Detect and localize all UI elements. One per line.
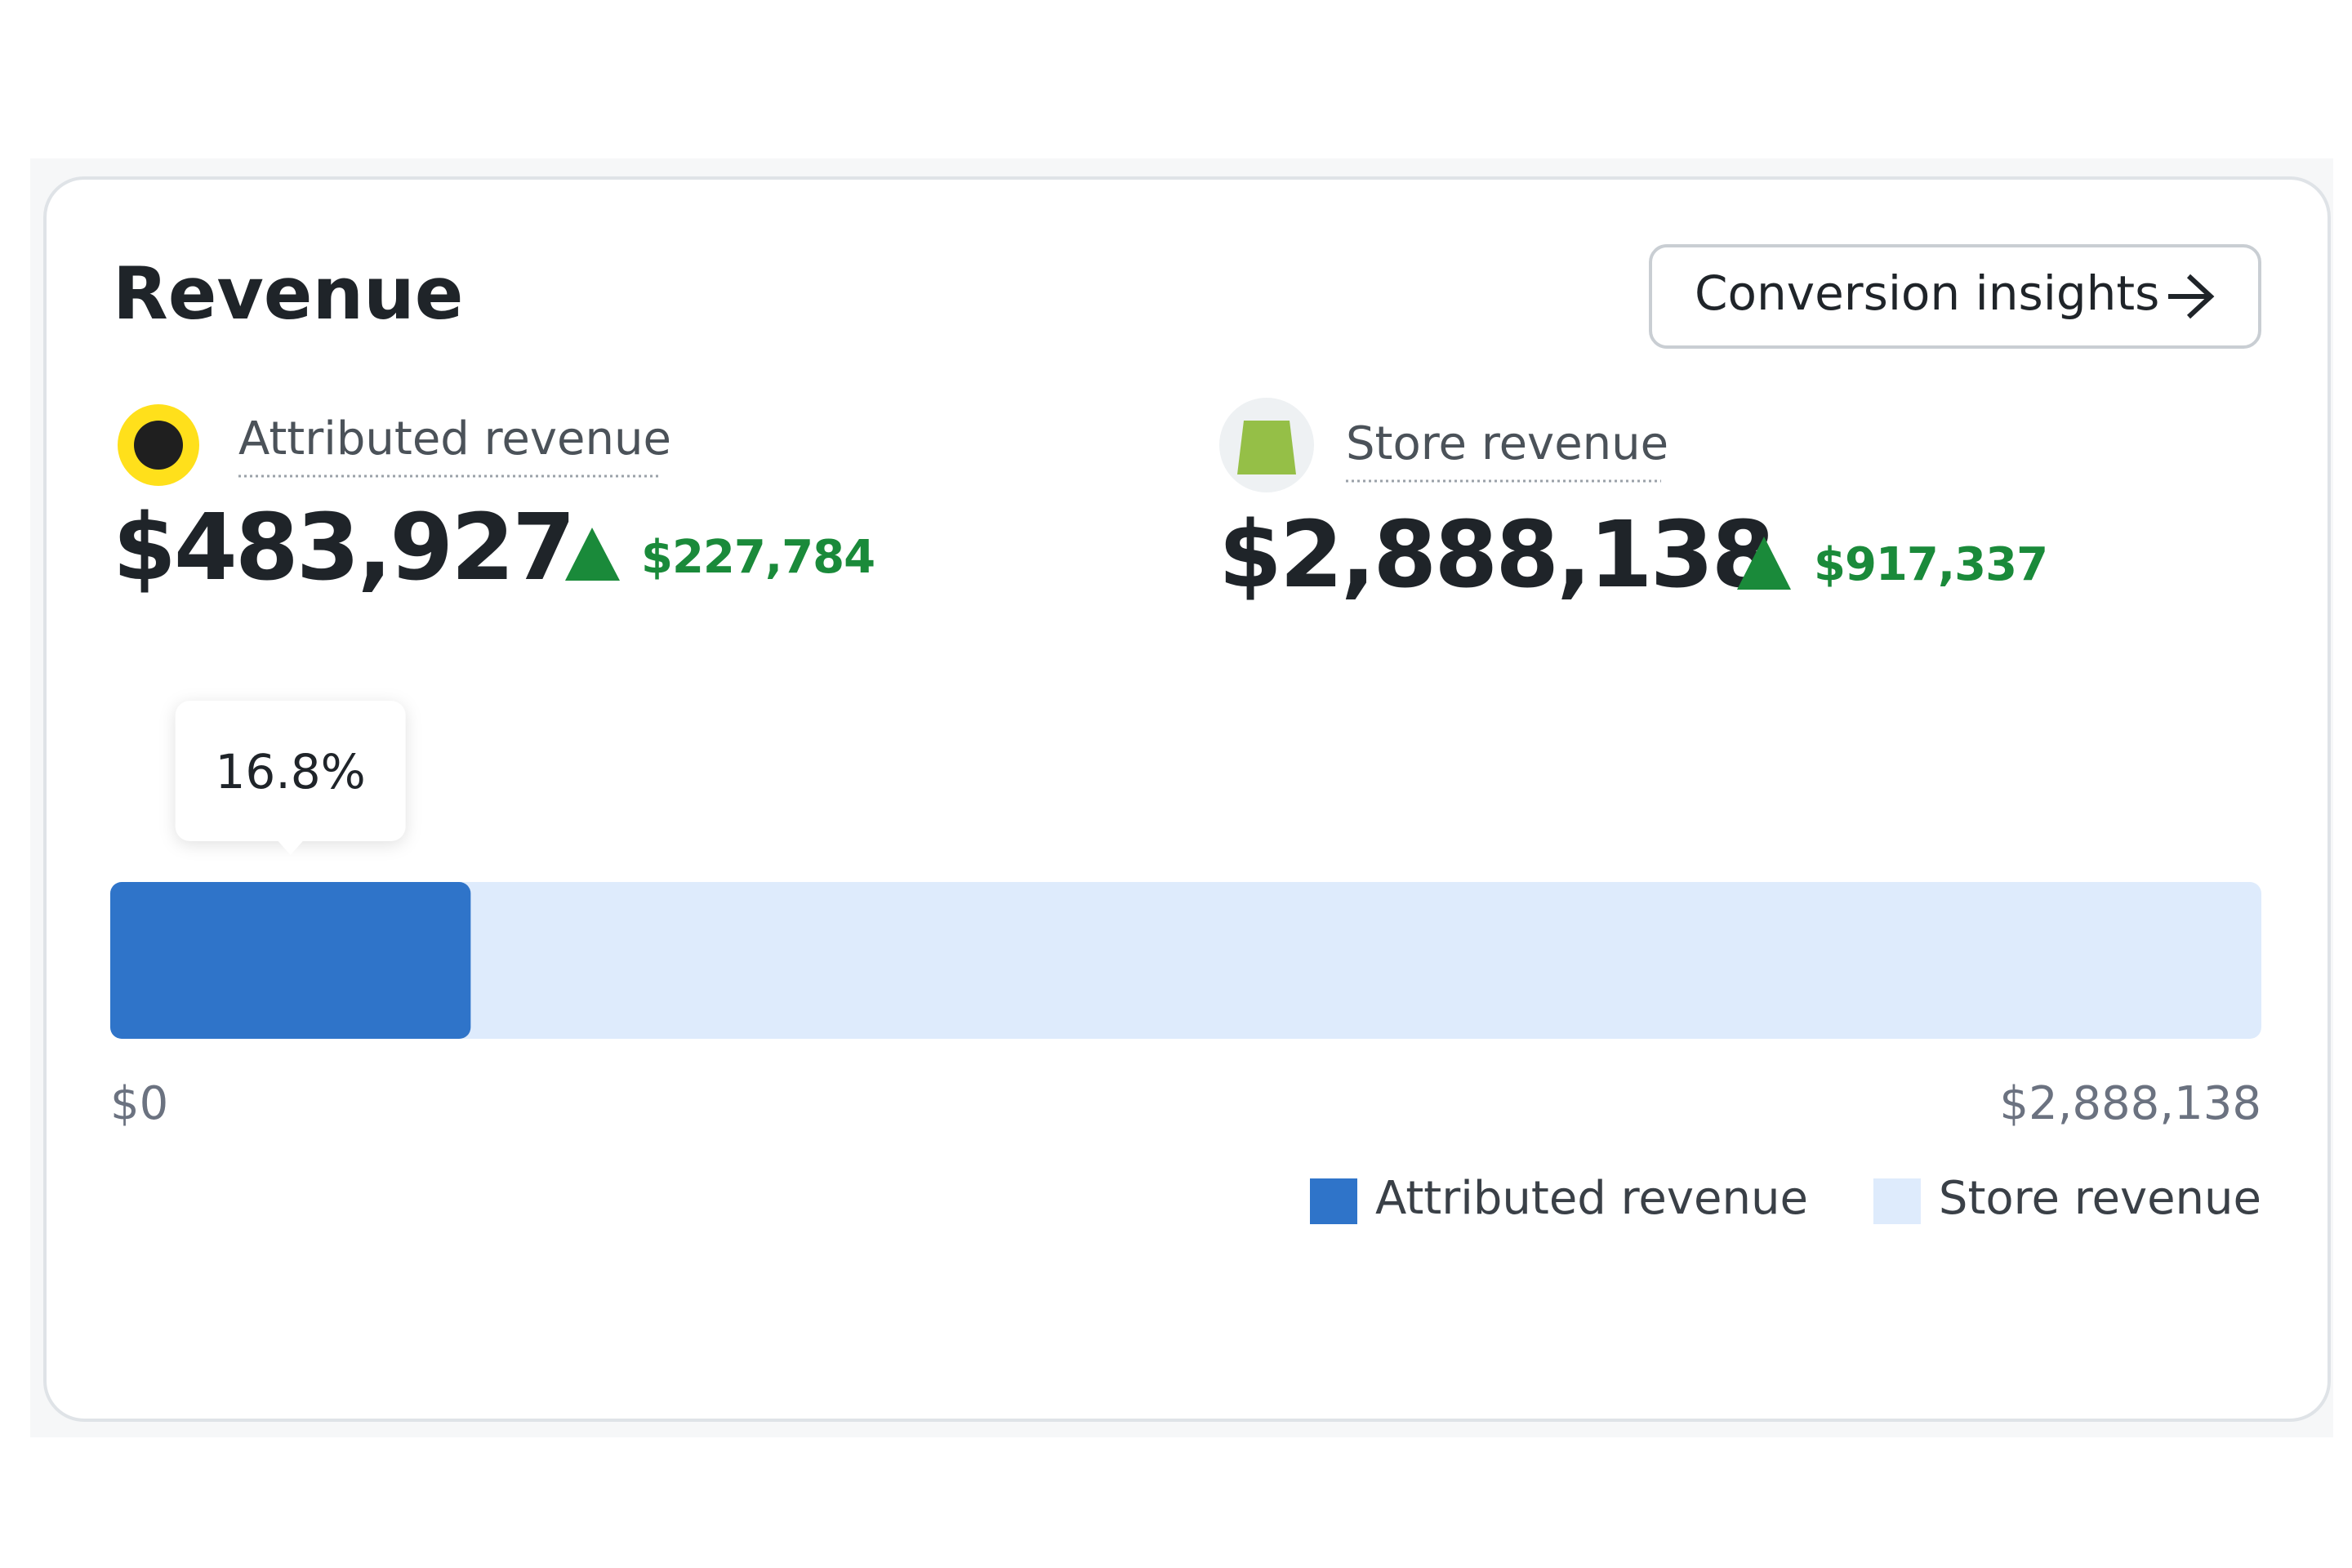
tooltip-pointer <box>277 840 304 855</box>
mailchimp-icon-inner <box>134 421 183 470</box>
conversion-insights-button[interactable] <box>1649 244 2261 349</box>
button-label[interactable]: Conversion insights <box>1695 265 2159 321</box>
tooltip <box>175 701 406 841</box>
x-tick-label: $2,888,138 <box>1999 1077 2261 1130</box>
legend-swatch <box>1873 1178 1921 1224</box>
arrow-icon[interactable] <box>2168 274 2215 319</box>
legend-label: Store revenue <box>1939 1172 2261 1225</box>
bar <box>110 882 471 1039</box>
metric-change: $227,784 <box>641 531 875 584</box>
legend-swatch <box>1310 1178 1357 1224</box>
shopify-icon <box>1237 421 1296 474</box>
metric-label: Attributed revenue <box>238 412 671 466</box>
x-tick-label: $0 <box>110 1077 168 1130</box>
legend-label: Attributed revenue <box>1375 1172 1808 1225</box>
up-arrow <box>565 528 620 581</box>
tooltip-label: 16.8% <box>216 744 366 800</box>
up-arrow <box>1737 537 1791 590</box>
chart: 16.8% $0 $2,888,138 Store revenue Attributed… <box>110 701 2261 1225</box>
bar <box>110 882 2261 1039</box>
metric-change: $917,337 <box>1814 538 2047 591</box>
metric-label: Store revenue <box>1346 417 1668 470</box>
metric-value: $483,927 <box>113 495 573 601</box>
card <box>43 176 2331 1422</box>
card-title: Revenue <box>113 252 463 336</box>
metric-value: $2,888,138 <box>1218 502 1773 608</box>
